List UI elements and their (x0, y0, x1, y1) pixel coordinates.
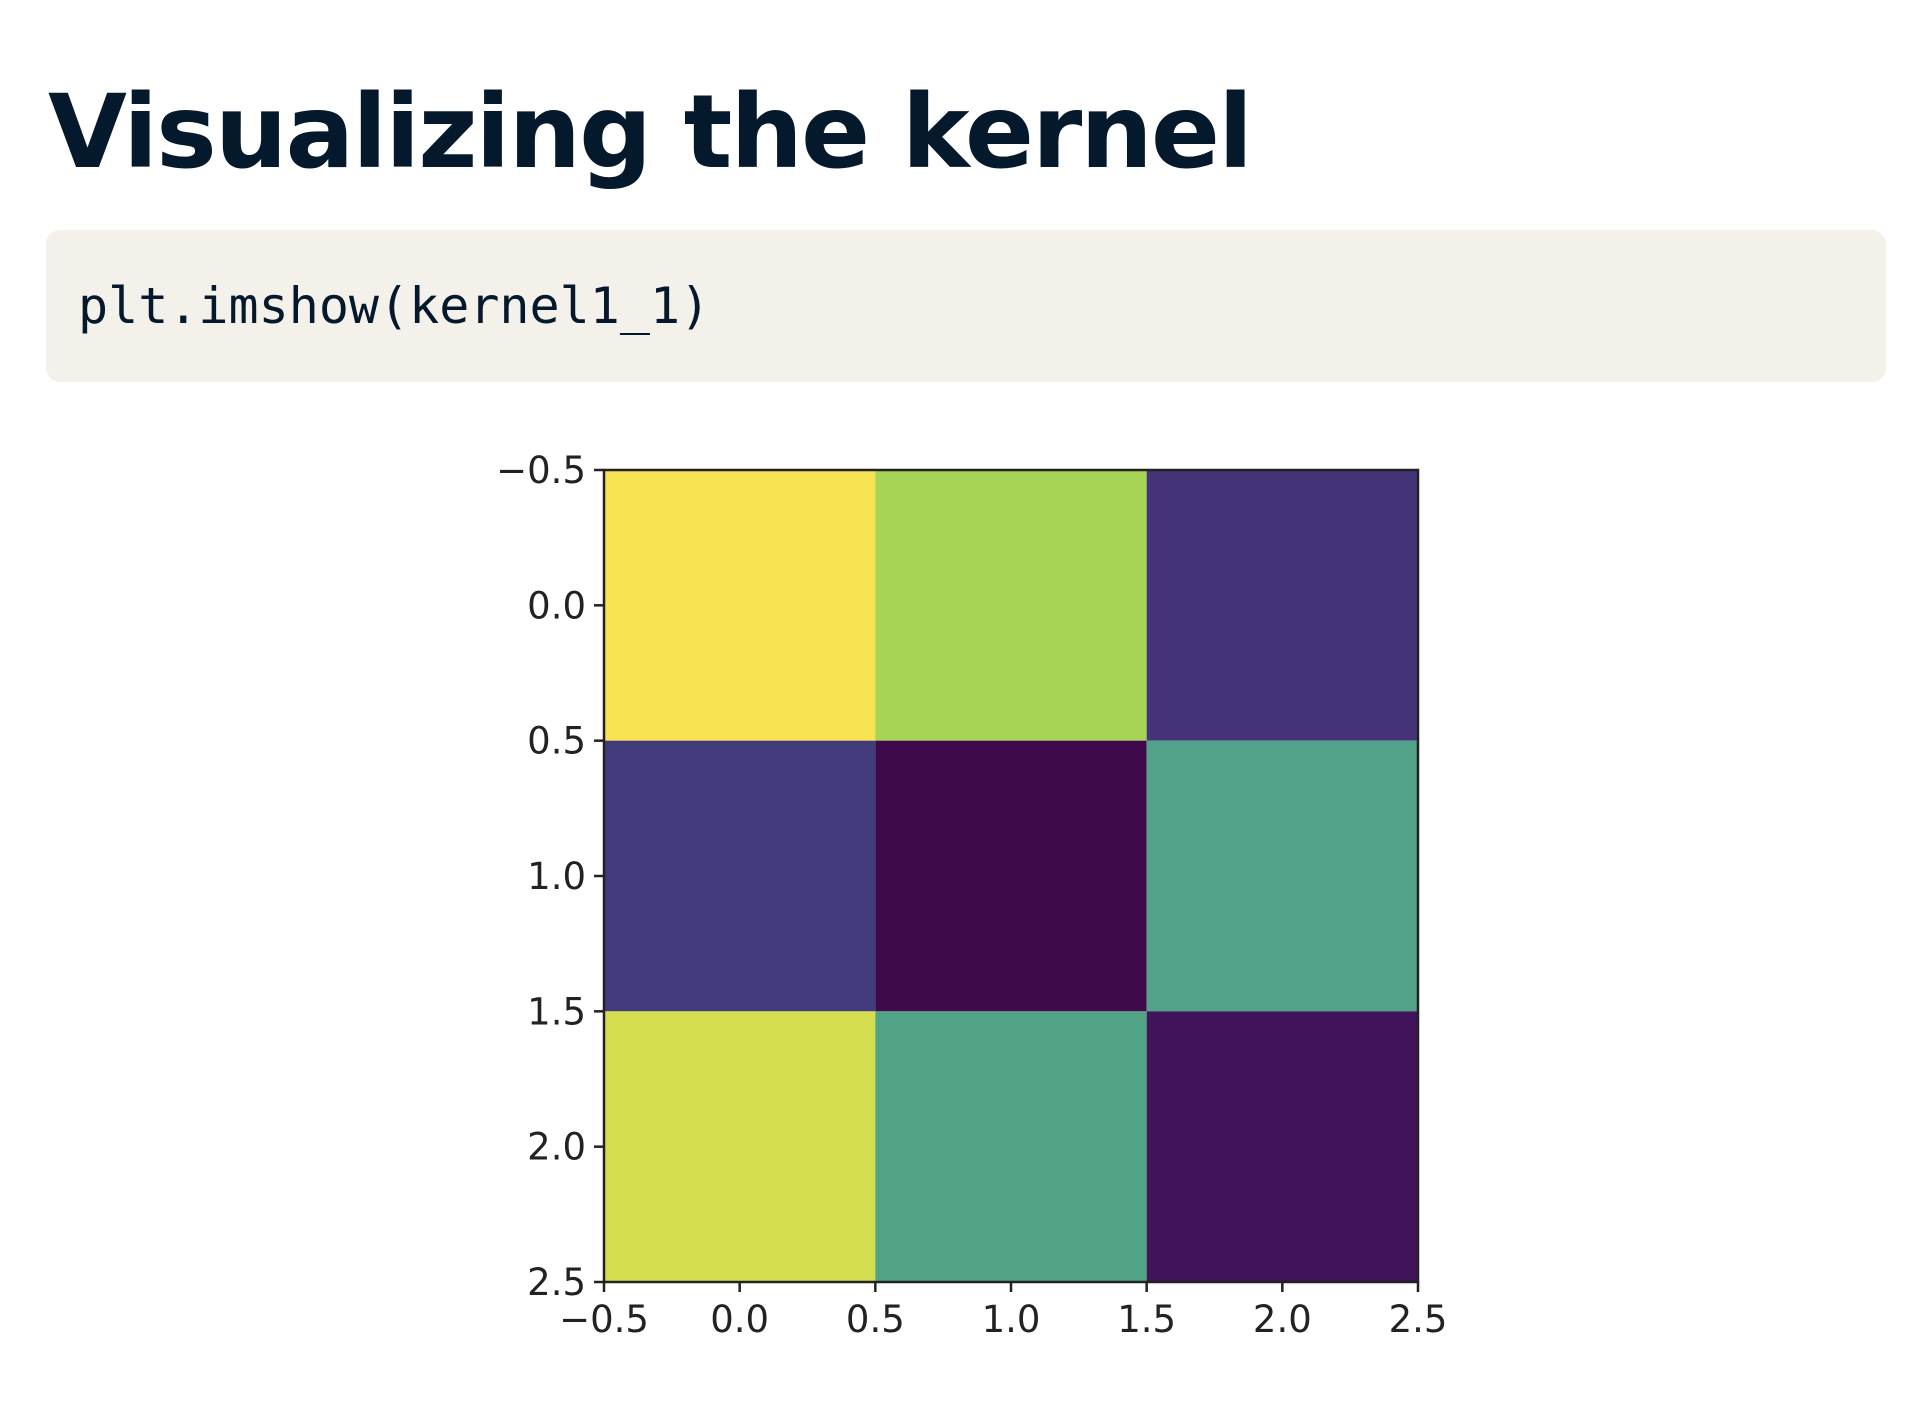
x-tick-label: 1.0 (982, 1298, 1041, 1341)
x-tick-label: −0.5 (559, 1298, 649, 1341)
y-tick-label: 0.0 (527, 584, 586, 627)
heatmap-cell-r2-c2 (1146, 1011, 1418, 1282)
heatmap-cell-r1-c2 (1146, 740, 1418, 1012)
x-tick-label: 2.5 (1389, 1298, 1448, 1341)
heatmap-cell-r2-c1 (875, 1011, 1147, 1282)
x-tick-label: 0.5 (846, 1298, 905, 1341)
heatmap-cells (604, 470, 1418, 1282)
y-tick-label: 1.5 (527, 990, 586, 1033)
heatmap-cell-r1-c0 (604, 740, 876, 1012)
x-tick-label: 2.0 (1253, 1298, 1312, 1341)
heatmap-cell-r0-c1 (875, 470, 1147, 741)
y-axis: −0.5 0.0 0.5 1.0 1.5 2.0 2.5 (496, 449, 604, 1304)
code-block: plt.imshow(kernel1_1) (46, 230, 1886, 382)
x-tick-label: 0.0 (710, 1298, 769, 1341)
y-tick-label: 1.0 (527, 855, 586, 898)
heatmap-cell-r0-c0 (604, 470, 876, 741)
y-tick-label: −0.5 (496, 449, 586, 492)
x-axis: −0.5 0.0 0.5 1.0 1.5 2.0 2.5 (559, 1282, 1447, 1341)
code-line: plt.imshow(kernel1_1) (78, 277, 711, 335)
heatmap-cell-r0-c2 (1146, 470, 1418, 741)
heatmap-cell-r1-c1 (875, 740, 1147, 1012)
heatmap-cell-r2-c0 (604, 1011, 876, 1282)
slide-title: Visualizing the kernel (48, 73, 1253, 192)
y-tick-label: 0.5 (527, 720, 586, 763)
y-tick-label: 2.5 (527, 1261, 586, 1304)
y-tick-label: 2.0 (527, 1126, 586, 1169)
x-tick-label: 1.5 (1117, 1298, 1176, 1341)
